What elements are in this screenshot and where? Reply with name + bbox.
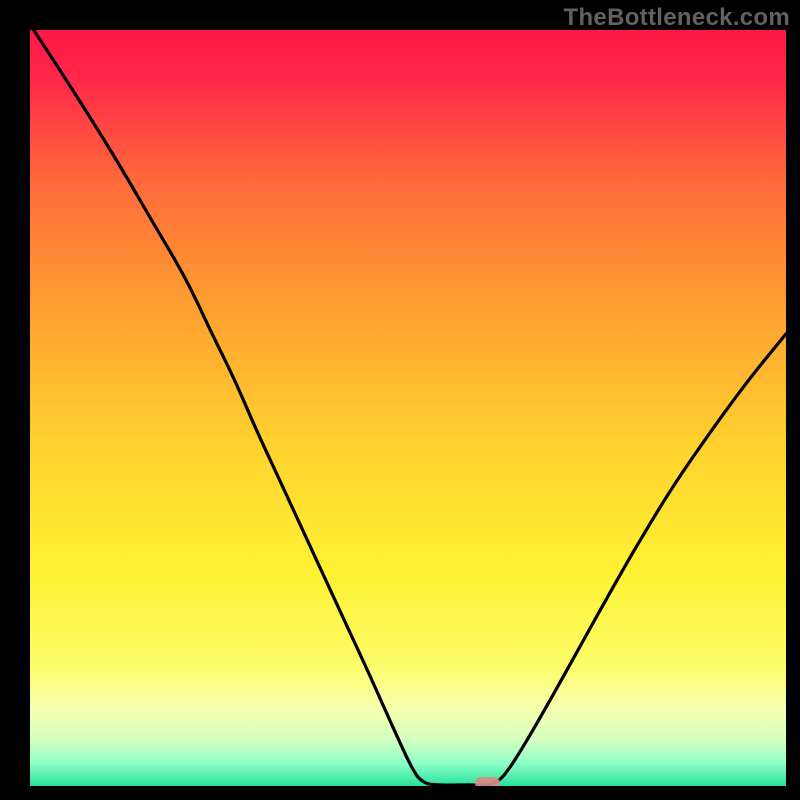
bottleneck-curve <box>30 30 786 786</box>
chart-frame: TheBottleneck.com <box>0 0 800 800</box>
watermark-text: TheBottleneck.com <box>564 4 790 32</box>
optimal-point-marker <box>475 777 501 786</box>
plot-area <box>30 30 786 786</box>
